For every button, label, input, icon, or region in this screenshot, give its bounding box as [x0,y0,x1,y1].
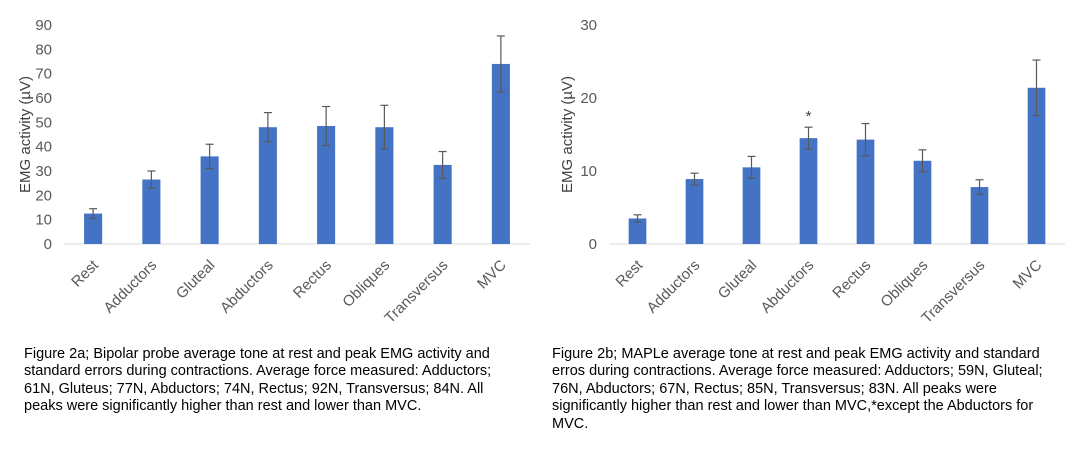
y-tick-label: 40 [35,139,52,156]
bar [970,187,989,244]
y-tick-label: 80 [35,41,52,58]
bar [913,160,932,244]
bar [258,127,277,244]
significance-annotation: * [806,108,812,125]
bar [433,164,452,244]
y-tick-label: 20 [580,90,597,107]
x-tick-label: Abductors [217,257,277,317]
bar [742,167,761,244]
bar [200,156,219,244]
x-tick-label: MVC [1010,257,1046,293]
x-tick-label: Abductors [758,257,818,317]
x-tick-label: Gluteal [715,257,761,303]
x-tick-label: MVC [474,257,510,293]
y-tick-label: 20 [35,187,52,204]
x-tick-label: Rectus [829,257,874,302]
bar [799,138,818,244]
bar [317,125,336,244]
y-tick-label: 50 [35,114,52,131]
figure-caption-b: Figure 2b; MAPLe average tone at rest an… [552,346,1043,432]
x-tick-label: Transversus [381,257,451,327]
bar [491,63,510,244]
y-tick-label: 0 [589,236,597,253]
bar [856,139,875,244]
y-tick-label: 70 [35,66,52,83]
bar [685,179,704,244]
y-axis-label: EMG activity (µV) [559,76,576,193]
y-tick-label: 10 [35,212,52,229]
y-tick-label: 30 [35,163,52,180]
x-tick-label: Rectus [290,257,335,302]
bar [84,213,103,244]
y-tick-label: 90 [35,17,52,34]
bar [628,218,647,244]
x-tick-label: Rest [612,256,646,290]
chart-panel-b: 0 10 20 30 EMG activity (µV) Rest Adductors Glu… [540,0,1080,454]
x-tick-label: Obliques [339,257,393,311]
x-tick-label: Adductors [644,257,704,317]
y-tick-label: 60 [35,90,52,107]
bar [1027,87,1046,244]
chart-panel-a: 0 10 20 30 40 50 60 70 80 90 EMG activity (µV) Rest… [17,17,530,415]
x-tick-label: Obliques [877,257,931,311]
bar [375,127,394,244]
x-tick-label: Adductors [100,257,160,317]
y-tick-label: 30 [580,17,597,34]
x-tick-label: Rest [68,256,102,290]
x-tick-label: Gluteal [173,257,219,303]
bar [142,179,161,244]
bar-chart-a: 0 10 20 30 40 50 60 70 80 90 EMG activity (µV) Rest… [17,17,530,327]
y-tick-label: 0 [44,236,52,253]
y-axis-label: EMG activity (µV) [17,76,34,193]
figure-caption-a: Figure 2a; Bipolar probe average tone at… [24,346,492,415]
y-tick-label: 10 [580,163,597,180]
